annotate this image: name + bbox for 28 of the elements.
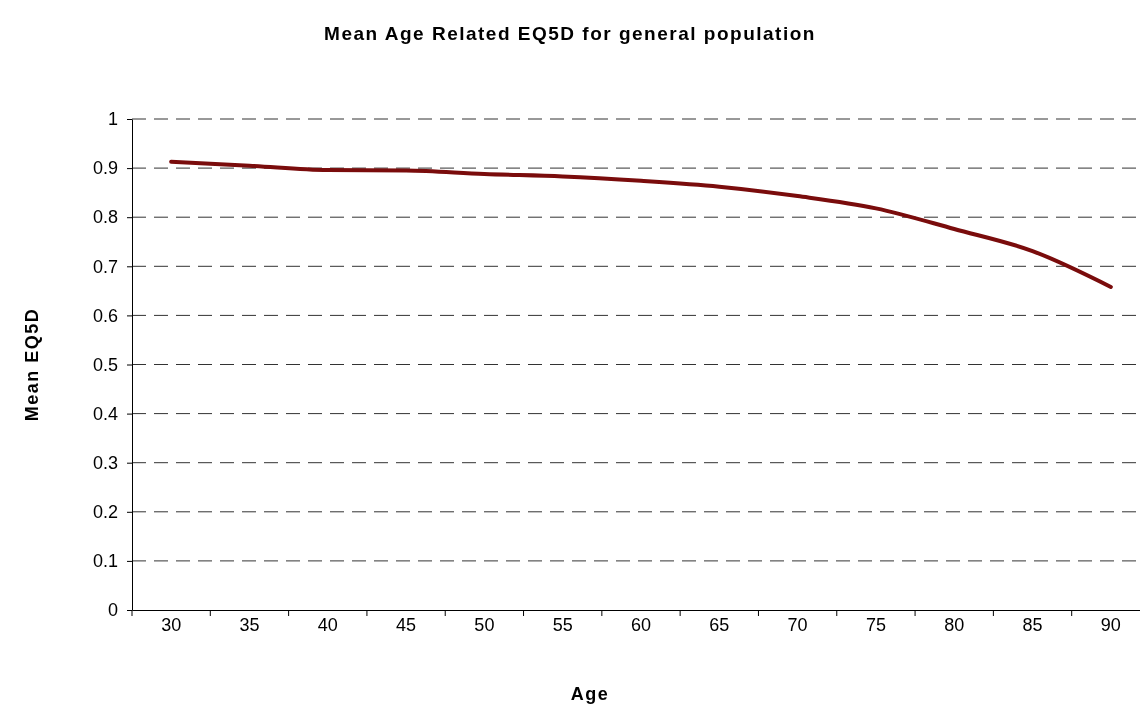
x-tick-label: 40 bbox=[317, 615, 338, 635]
y-tick-label: 1 bbox=[107, 109, 118, 130]
y-tick-label: 0.2 bbox=[92, 502, 118, 523]
y-tick-label: 0.4 bbox=[92, 403, 118, 424]
y-tick-label: 0.7 bbox=[92, 256, 118, 277]
y-tick-label: 0.5 bbox=[92, 354, 118, 375]
line-series bbox=[169, 159, 1113, 289]
y-tick-label: 0.3 bbox=[92, 452, 118, 473]
x-tick-label: 30 bbox=[161, 615, 182, 635]
x-tick-label: 50 bbox=[474, 615, 495, 635]
y-tick-label: 0.9 bbox=[92, 158, 118, 179]
y-tick-label: 0.6 bbox=[92, 305, 118, 326]
x-tick-label: 65 bbox=[709, 615, 730, 635]
y-axis-title: Mean EQ5D bbox=[22, 307, 42, 422]
x-tick-label: 80 bbox=[944, 615, 965, 635]
x-tick-label: 35 bbox=[239, 615, 260, 635]
x-axis-title: Age bbox=[570, 684, 610, 704]
x-tick-label: 75 bbox=[865, 615, 886, 635]
x-tick-label: 90 bbox=[1100, 615, 1121, 635]
x-tick-label: 60 bbox=[630, 615, 652, 635]
x-tick-label: 55 bbox=[552, 615, 573, 635]
x-tick-label: 85 bbox=[1022, 615, 1043, 635]
y-tick-label: 0 bbox=[107, 600, 118, 621]
x-tick-label: 45 bbox=[396, 615, 417, 635]
y-tick-label: 0.1 bbox=[92, 551, 118, 572]
chart-title: Mean Age Related EQ5D for general population bbox=[324, 23, 816, 44]
x-tick-label: 70 bbox=[787, 615, 808, 635]
y-tick-label: 0.8 bbox=[92, 207, 118, 228]
